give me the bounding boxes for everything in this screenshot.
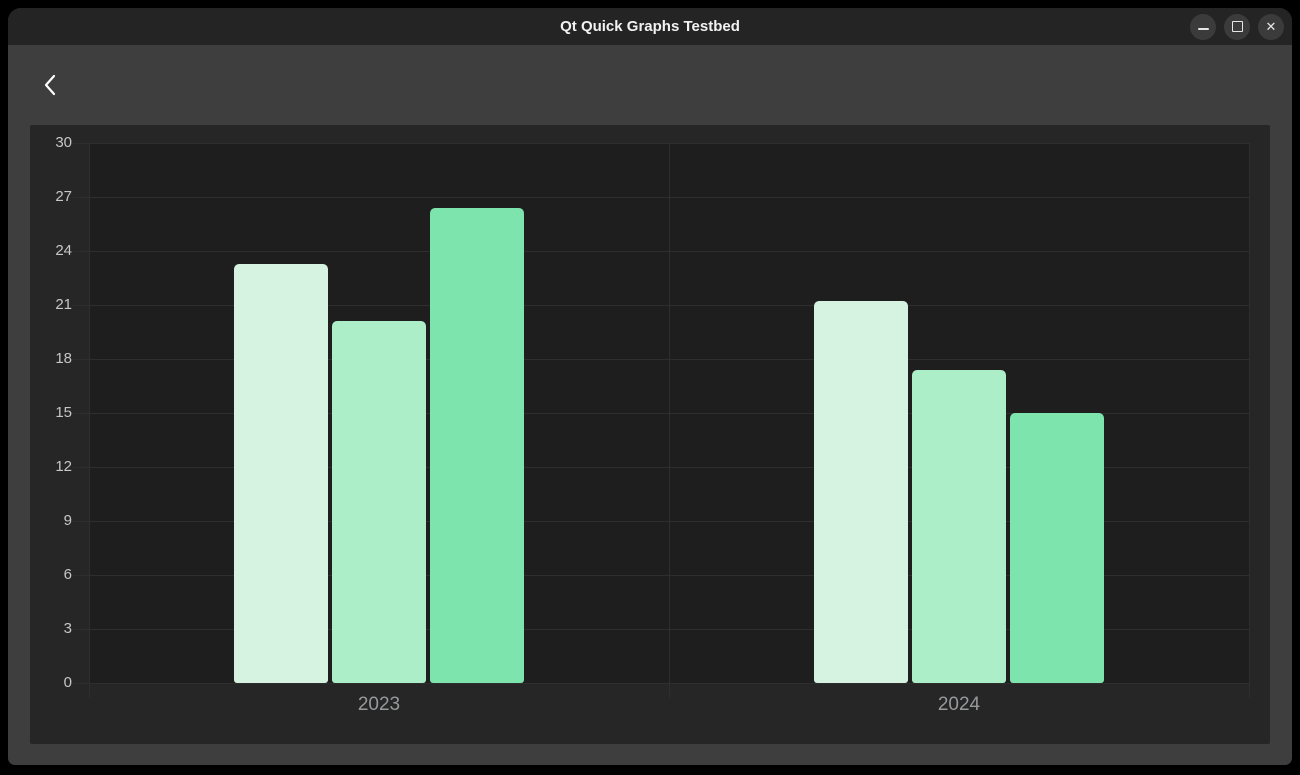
- gridline-y-30: [73, 143, 1249, 144]
- bar-2023-series-2[interactable]: [332, 321, 426, 683]
- chart-panel: 0 3 6 9 12 15 18 21 24 27 30 2023 2024: [30, 125, 1270, 744]
- gridline-x-boundary-0: [89, 143, 90, 698]
- gridline-y-18: [73, 359, 1249, 360]
- y-tick-label: 21: [55, 296, 72, 313]
- window-controls: ✕: [1190, 13, 1284, 40]
- bar-2024-series-2[interactable]: [912, 369, 1006, 683]
- y-tick-label: 24: [55, 242, 72, 259]
- gridline-y-24: [73, 251, 1249, 252]
- minimize-icon: [1197, 27, 1209, 30]
- close-button[interactable]: ✕: [1258, 13, 1284, 40]
- x-category-label: 2024: [937, 694, 981, 715]
- maximize-button[interactable]: [1224, 13, 1250, 40]
- y-tick-label: 15: [55, 404, 72, 421]
- y-tick-label: 0: [63, 674, 72, 691]
- gridline-y-3: [73, 629, 1249, 630]
- gridline-y-6: [73, 575, 1249, 576]
- y-tick-label: 12: [55, 458, 72, 475]
- bar-2023-series-3[interactable]: [430, 207, 524, 683]
- gridline-x-boundary-1: [669, 143, 670, 698]
- bar-2024-series-3[interactable]: [1010, 413, 1104, 683]
- titlebar[interactable]: Qt Quick Graphs Testbed ✕: [8, 8, 1292, 45]
- gridline-y-15: [73, 413, 1249, 414]
- maximize-icon: [1231, 21, 1243, 32]
- toolbar: [8, 45, 1292, 125]
- gridline-y-9: [73, 521, 1249, 522]
- gridline-y-21: [73, 305, 1249, 306]
- window-title: Qt Quick Graphs Testbed: [560, 18, 740, 35]
- bar-2023-series-1[interactable]: [234, 263, 328, 683]
- x-category-label: 2023: [357, 694, 401, 715]
- gridline-y-27: [73, 197, 1249, 198]
- minimize-button[interactable]: [1190, 13, 1216, 40]
- y-tick-label: 6: [63, 566, 72, 583]
- bar-2024-series-1[interactable]: [814, 301, 908, 683]
- gridline-y-0: [73, 683, 1249, 684]
- back-button[interactable]: [30, 64, 70, 106]
- y-tick-label: 27: [55, 188, 72, 205]
- app-window: Qt Quick Graphs Testbed ✕ 0 3 6 9 12 15 18 21 24…: [8, 8, 1292, 765]
- y-tick-label: 30: [55, 134, 72, 151]
- close-icon: ✕: [1265, 19, 1277, 34]
- y-tick-label: 9: [63, 512, 72, 529]
- gridline-x-boundary-2: [1249, 143, 1250, 698]
- y-tick-label: 3: [63, 620, 72, 637]
- gridline-y-12: [73, 467, 1249, 468]
- y-tick-label: 18: [55, 350, 72, 367]
- chevron-left-icon: [44, 74, 56, 96]
